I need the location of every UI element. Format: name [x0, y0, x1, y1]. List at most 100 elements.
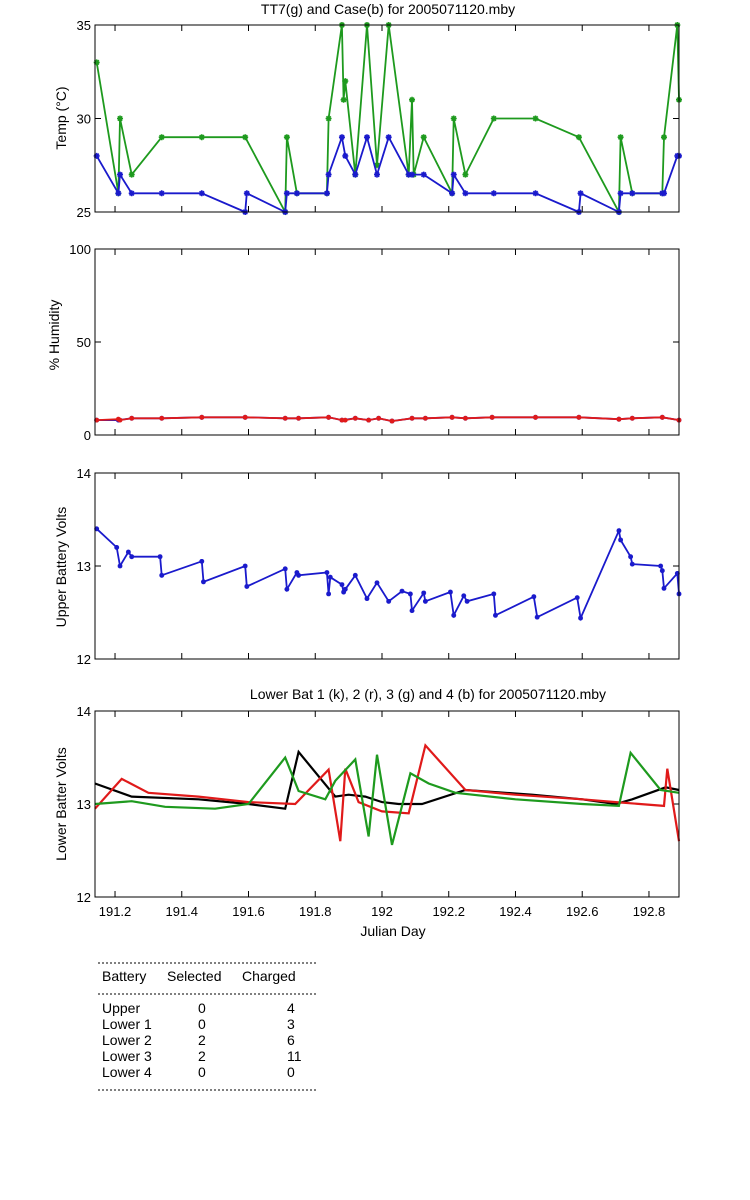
- x-tick-label: 192.6: [566, 904, 599, 919]
- table-header-selected: Selected: [167, 968, 221, 984]
- plot-frame: [94, 472, 680, 660]
- data-point: [463, 415, 468, 421]
- data-point: [629, 190, 636, 197]
- data-point: [324, 570, 330, 575]
- data-point: [373, 162, 380, 169]
- data-point: [659, 568, 665, 574]
- data-point: [534, 614, 540, 620]
- data-point: [117, 171, 124, 178]
- table-row-selected: 0: [198, 1016, 206, 1032]
- data-point: [342, 152, 349, 159]
- data-point: [422, 598, 428, 604]
- data-point: [352, 572, 358, 578]
- data-point: [659, 414, 665, 420]
- data-point: [409, 96, 416, 103]
- data-point: [341, 589, 347, 595]
- data-point: [490, 115, 497, 122]
- series-line-tt7: [95, 24, 680, 216]
- data-point: [532, 190, 539, 197]
- upper-battery-y-axis-label: Upper Battery Volts: [53, 507, 69, 628]
- data-point: [409, 415, 415, 421]
- data-point: [660, 190, 667, 197]
- data-point: [449, 414, 455, 420]
- y-tick-label: 12: [77, 890, 91, 905]
- data-point: [342, 586, 348, 592]
- data-point: [294, 570, 300, 575]
- x-tick-label: 191.2: [99, 904, 132, 919]
- data-point: [352, 415, 358, 421]
- y-tick-label: 35: [77, 18, 91, 33]
- data-point: [93, 152, 100, 159]
- table-row-charged: 11: [287, 1048, 302, 1064]
- data-point: [491, 591, 497, 597]
- table-row-name: Lower 3: [102, 1048, 152, 1064]
- x-tick-label: 191.6: [232, 904, 265, 919]
- table-row-charged: 3: [287, 1016, 295, 1032]
- data-point: [129, 415, 135, 421]
- y-tick-label: 50: [77, 335, 91, 350]
- data-point: [374, 580, 380, 586]
- data-point: [352, 171, 359, 178]
- data-point: [159, 572, 165, 578]
- lower-battery-y-axis-label: Lower Batter Volts: [53, 747, 69, 861]
- lower-battery-panel: Lower Bat 1 (k), 2 (r), 3 (g) and 4 (b) …: [53, 686, 681, 939]
- table-row-selected: 0: [198, 1064, 206, 1080]
- table-row-selected: 2: [198, 1032, 206, 1048]
- data-point: [282, 415, 288, 421]
- data-point: [242, 134, 249, 141]
- data-point: [364, 596, 370, 601]
- table-row-selected: 0: [198, 1000, 206, 1016]
- x-tick-label: 192.8: [633, 904, 666, 919]
- data-point: [533, 414, 538, 420]
- data-point: [462, 190, 469, 197]
- data-point: [422, 415, 428, 421]
- plot-frame: [94, 710, 680, 898]
- data-point: [366, 417, 372, 423]
- data-point: [199, 414, 205, 420]
- data-point: [117, 417, 123, 423]
- table-row-name: Upper: [102, 1000, 140, 1016]
- series-line-0: [96, 527, 680, 622]
- data-point: [617, 134, 624, 141]
- battery-table: Battery Selected Charged Upper 0 4 Lower…: [98, 962, 317, 1091]
- x-tick-label: 192: [371, 904, 393, 919]
- data-point: [532, 115, 539, 122]
- data-point: [94, 417, 100, 423]
- data-point: [159, 415, 165, 421]
- x-tick-label: 191.4: [165, 904, 198, 919]
- plot-frame: [94, 24, 680, 213]
- y-tick-label: 14: [77, 704, 91, 719]
- y-tick-label: 30: [77, 112, 91, 127]
- data-point: [339, 417, 345, 423]
- data-point: [575, 134, 582, 141]
- data-point: [399, 588, 405, 594]
- data-point: [461, 593, 467, 599]
- data-point: [325, 115, 332, 122]
- data-point: [323, 190, 330, 197]
- data-point: [420, 134, 427, 141]
- temperature-panel: TT7(g) and Case(b) for 2005071120.mby Te…: [53, 1, 682, 220]
- table-row-charged: 6: [287, 1032, 295, 1048]
- data-point: [158, 134, 165, 141]
- data-point: [114, 545, 120, 550]
- table-header-charged: Charged: [242, 968, 296, 984]
- y-tick-label: 12: [77, 652, 91, 667]
- y-tick-label: 0: [84, 428, 91, 443]
- data-point: [93, 59, 100, 66]
- table-row-name: Lower 4: [102, 1064, 152, 1080]
- series-line-3: [94, 750, 680, 846]
- data-point: [490, 190, 497, 197]
- y-tick-label: 13: [77, 797, 91, 812]
- data-point: [338, 134, 345, 141]
- series-line-1: [96, 416, 680, 423]
- humidity-y-axis-label: % Humidity: [46, 300, 62, 371]
- data-point: [284, 586, 290, 592]
- data-point: [660, 134, 667, 141]
- table-row-selected: 2: [198, 1048, 206, 1064]
- data-point: [661, 585, 667, 591]
- data-point: [242, 414, 248, 420]
- table-row-charged: 0: [287, 1064, 295, 1080]
- data-point: [493, 612, 498, 618]
- table-row-charged: 4: [287, 1000, 295, 1016]
